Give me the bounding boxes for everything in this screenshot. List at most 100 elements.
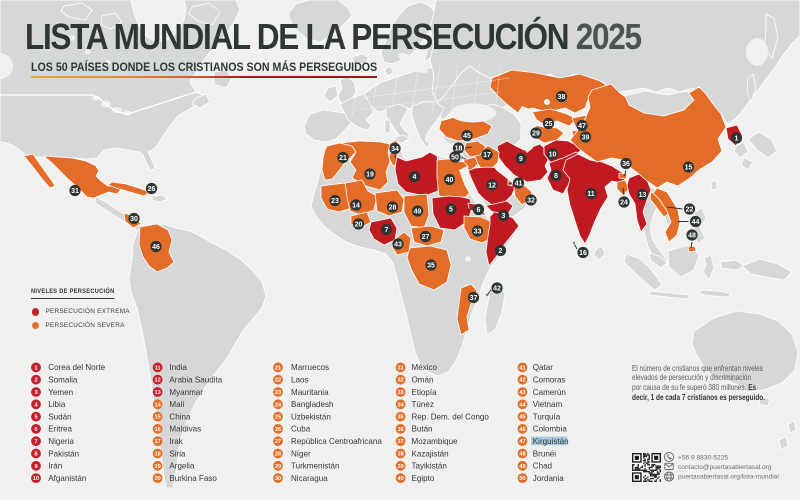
svg-text:21: 21	[275, 365, 281, 371]
svg-text:47: 47	[578, 123, 586, 130]
svg-text:35: 35	[397, 415, 403, 421]
svg-text:12: 12	[488, 183, 496, 190]
svg-text:4: 4	[34, 402, 38, 408]
svg-text:21: 21	[339, 155, 347, 162]
svg-text:Colombia: Colombia	[533, 425, 568, 434]
svg-text:Uzbekistán: Uzbekistán	[291, 412, 331, 421]
svg-text:Turkmenistán: Turkmenistán	[291, 462, 339, 471]
svg-text:47: 47	[519, 439, 525, 445]
svg-text:México: México	[412, 363, 438, 372]
svg-text:2: 2	[34, 378, 37, 384]
svg-text:32: 32	[397, 378, 403, 384]
svg-text:Irak: Irak	[169, 437, 183, 446]
svg-text:13: 13	[639, 192, 647, 199]
svg-text:Eritrea: Eritrea	[48, 425, 72, 434]
svg-text:25: 25	[275, 415, 281, 421]
svg-text:35: 35	[427, 263, 435, 270]
svg-text:46: 46	[152, 244, 160, 251]
svg-text:Omán: Omán	[412, 376, 434, 385]
svg-text:44: 44	[692, 219, 700, 226]
svg-text:7: 7	[385, 227, 389, 234]
svg-text:Chad: Chad	[533, 462, 552, 471]
svg-text:Malí: Malí	[169, 400, 185, 409]
svg-text:19: 19	[366, 172, 374, 179]
svg-text:33: 33	[474, 229, 482, 236]
svg-text:Afganistán: Afganistán	[48, 474, 86, 483]
svg-text:Tayikistán: Tayikistán	[412, 462, 447, 471]
svg-text:Corea del Norte: Corea del Norte	[48, 363, 105, 372]
svg-text:Mauritania: Mauritania	[291, 388, 329, 397]
svg-text:36: 36	[397, 427, 403, 433]
svg-text:50: 50	[519, 476, 525, 482]
svg-text:13: 13	[154, 390, 160, 396]
svg-text:17: 17	[483, 152, 491, 159]
svg-text:+56 9 8830-5225: +56 9 8830-5225	[678, 454, 728, 461]
svg-text:Bangladesh: Bangladesh	[291, 400, 334, 409]
svg-text:25: 25	[545, 121, 553, 128]
svg-text:14: 14	[154, 402, 161, 408]
svg-text:Brunéi: Brunéi	[533, 449, 556, 458]
svg-text:Marruecos: Marruecos	[291, 363, 329, 372]
svg-text:40: 40	[397, 476, 403, 482]
svg-text:Pakistán: Pakistán	[48, 449, 79, 458]
svg-text:Camerún: Camerún	[533, 388, 566, 397]
svg-text:26: 26	[275, 427, 281, 433]
svg-text:33: 33	[397, 390, 403, 396]
svg-text:India: India	[169, 363, 187, 372]
svg-text:45: 45	[519, 415, 525, 421]
svg-text:37: 37	[470, 295, 478, 302]
svg-text:37: 37	[397, 439, 403, 445]
svg-text:42: 42	[519, 378, 525, 384]
svg-text:6: 6	[34, 427, 37, 433]
svg-text:contacto@puertasabiertasal.org: contacto@puertasabiertasal.org	[678, 464, 772, 471]
svg-text:48: 48	[688, 233, 696, 240]
svg-text:15: 15	[685, 165, 693, 172]
svg-text:Libia: Libia	[48, 400, 66, 409]
svg-text:45: 45	[463, 133, 471, 140]
svg-text:27: 27	[422, 234, 430, 241]
svg-text:Kirguistán: Kirguistán	[533, 437, 569, 446]
svg-text:36: 36	[622, 161, 630, 168]
svg-text:4: 4	[413, 174, 417, 181]
svg-text:22: 22	[686, 207, 694, 214]
svg-text:11: 11	[155, 365, 161, 371]
svg-text:Maldivas: Maldivas	[169, 425, 201, 434]
svg-text:9: 9	[519, 156, 523, 163]
svg-text:24: 24	[620, 200, 628, 207]
svg-text:Turquía: Turquía	[533, 412, 561, 421]
svg-text:puertasabiertasal.org/lista-mu: puertasabiertasal.org/lista-mundial	[678, 474, 779, 481]
svg-text:40: 40	[446, 177, 454, 184]
svg-text:Laos: Laos	[291, 376, 308, 385]
svg-text:19: 19	[154, 464, 160, 470]
svg-text:43: 43	[394, 242, 402, 249]
svg-text:10: 10	[33, 476, 39, 482]
svg-text:50: 50	[451, 155, 459, 162]
svg-text:6: 6	[477, 207, 481, 214]
svg-text:Etiopía: Etiopía	[412, 388, 438, 397]
svg-text:34: 34	[391, 146, 399, 153]
svg-text:Myanmar: Myanmar	[169, 388, 203, 397]
svg-text:20: 20	[355, 222, 363, 229]
svg-text:7: 7	[34, 439, 37, 445]
svg-text:8: 8	[34, 452, 37, 458]
svg-text:Yemen: Yemen	[48, 388, 73, 397]
svg-text:República Centroafricana: República Centroafricana	[291, 437, 382, 446]
svg-text:Egipto: Egipto	[412, 474, 435, 483]
svg-text:11: 11	[587, 191, 595, 198]
svg-text:46: 46	[519, 427, 525, 433]
svg-text:23: 23	[331, 198, 339, 205]
svg-text:Vietnam: Vietnam	[533, 400, 563, 409]
svg-text:20: 20	[154, 476, 160, 482]
svg-text:29: 29	[275, 464, 281, 470]
svg-text:Sudán: Sudán	[48, 412, 71, 421]
svg-text:Mozambique: Mozambique	[412, 437, 459, 446]
svg-text:Nigeria: Nigeria	[48, 437, 74, 446]
svg-text:44: 44	[519, 402, 526, 408]
svg-text:16: 16	[579, 250, 587, 257]
svg-text:Burkina Faso: Burkina Faso	[169, 474, 217, 483]
svg-text:16: 16	[154, 427, 160, 433]
svg-text:41: 41	[519, 365, 525, 371]
svg-text:10: 10	[549, 152, 557, 159]
svg-text:49: 49	[414, 209, 422, 216]
svg-text:Irán: Irán	[48, 462, 62, 471]
